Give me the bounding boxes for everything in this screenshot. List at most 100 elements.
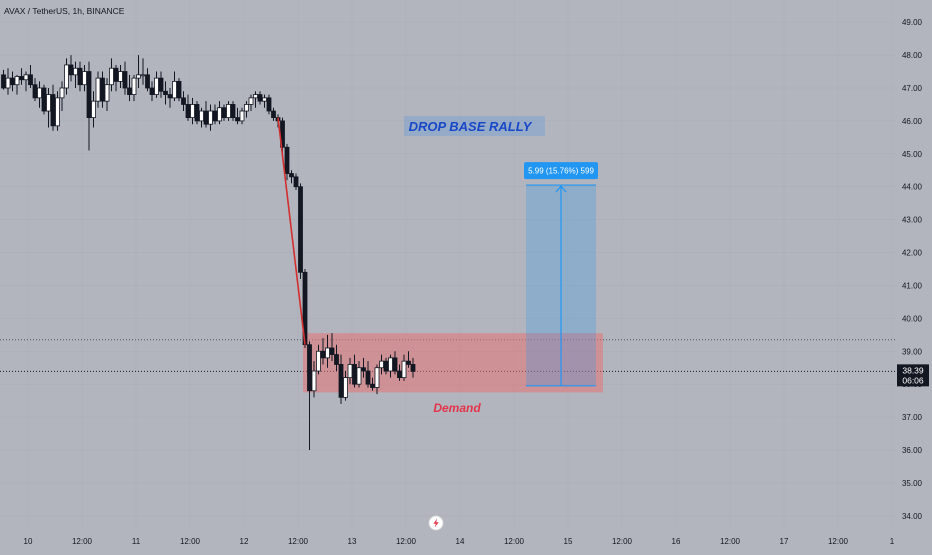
symbol-info[interactable]: AVAX / TetherUS, 1h, BINANCE [4,6,125,16]
candle [244,101,249,118]
candle [203,101,209,128]
candle [37,81,42,108]
candle [338,354,344,404]
demand-label[interactable]: Demand [433,401,481,415]
candle [253,91,258,108]
candle [14,74,20,95]
x-tick-label: 12 [240,537,249,546]
candles [1,55,416,451]
candle [28,64,33,88]
candle [226,101,231,121]
candle [221,104,227,121]
x-tick-label: 12:00 [828,537,849,546]
drop-base-rally-label[interactable]: DROP BASE RALLY [404,116,545,136]
candle [401,354,407,381]
y-tick-label: 39.00 [902,347,923,356]
y-tick-label: 45.00 [902,150,923,159]
price-axis[interactable]: 49.00 48.00 47.00 46.00 45.00 44.00 43.00 42.00… [902,18,923,521]
candle [50,84,56,131]
projection-label-bg [524,162,598,180]
candle [388,354,393,378]
candle [104,78,110,112]
lightning-icon[interactable] [428,515,444,531]
x-tick-label: 14 [456,537,465,546]
candle [410,357,416,378]
x-tick-label: 12:00 [612,537,633,546]
y-tick-label: 46.00 [902,117,923,126]
candle [1,69,6,90]
candle [230,101,236,121]
y-tick-label: 43.00 [902,216,923,225]
candle [320,338,326,365]
candle [136,55,141,88]
candle [95,71,101,108]
x-tick-label: 16 [672,537,681,546]
candle [118,64,123,88]
candle [307,341,312,451]
candle [365,361,371,388]
candle [374,364,380,395]
candle [41,84,47,115]
time-axis[interactable]: 10 12:00 11 12:00 12 12:00 13 12:00 14 12:00 15 12:… [24,537,895,546]
projection-label[interactable]: 5.99 (15.76%) 599 [524,162,598,180]
candle [68,55,74,82]
candle [379,354,384,375]
y-tick-label: 42.00 [902,249,923,258]
candle [185,94,191,121]
x-tick-label: 12:00 [504,537,525,546]
candle [167,87,173,108]
candle [19,68,24,85]
y-tick-label: 40.00 [902,314,923,323]
drop-base-rally-text: DROP BASE RALLY [409,119,533,134]
candle [5,68,11,95]
candle [235,107,240,125]
y-tick-label: 36.00 [902,446,923,455]
y-tick-label: 37.00 [902,413,923,422]
y-tick-label: 49.00 [902,18,923,27]
candle [32,78,38,102]
candle [46,87,51,128]
candle [248,94,254,112]
x-tick-label: 15 [564,537,573,546]
candle [334,344,339,372]
candle [172,71,177,102]
candle [131,74,137,102]
candle [190,97,195,125]
candle [176,78,182,102]
grid [0,0,895,529]
y-tick-label: 48.00 [902,51,923,60]
x-tick-label: 10 [24,537,33,546]
y-tick-label: 44.00 [902,183,923,192]
candle [257,91,263,105]
candle [383,357,389,375]
drop-line[interactable] [277,117,306,345]
candle [64,58,69,95]
candle [199,107,204,128]
y-tick-label: 35.00 [902,479,923,488]
candle [356,361,362,388]
y-tick-label: 41.00 [902,281,923,290]
candle [208,104,213,131]
candle [311,361,317,398]
candle [154,71,159,98]
candle [262,94,267,108]
candle [343,371,348,401]
candle [145,68,150,92]
candle [284,143,290,181]
projection-lines [526,184,596,387]
candle [10,71,15,92]
x-tick-label: 12:00 [72,537,93,546]
candle [266,94,272,115]
candle [289,170,294,184]
x-tick-label: 1 [890,537,895,546]
candle [163,81,168,105]
x-tick-label: 12:00 [396,537,417,546]
candle [271,107,276,121]
candle [140,58,146,85]
candle [392,351,398,375]
candle [352,354,357,388]
candle [406,351,411,368]
drop-base-rally-label-bg [404,116,545,136]
